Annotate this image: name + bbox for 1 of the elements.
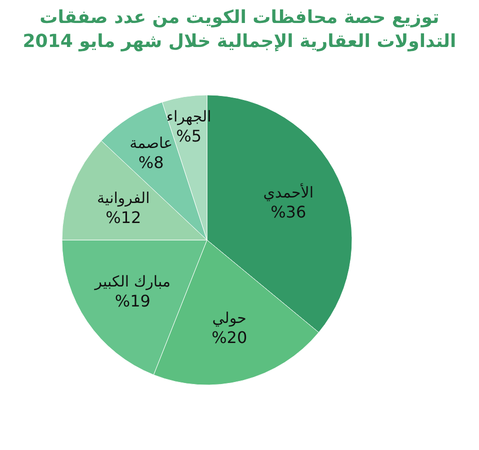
chart-title: توزيع حصة محافظات الكويت من عدد صفقات التداولات العقارية الإجمالية خلال شهر مايو 2014 [22,6,458,54]
